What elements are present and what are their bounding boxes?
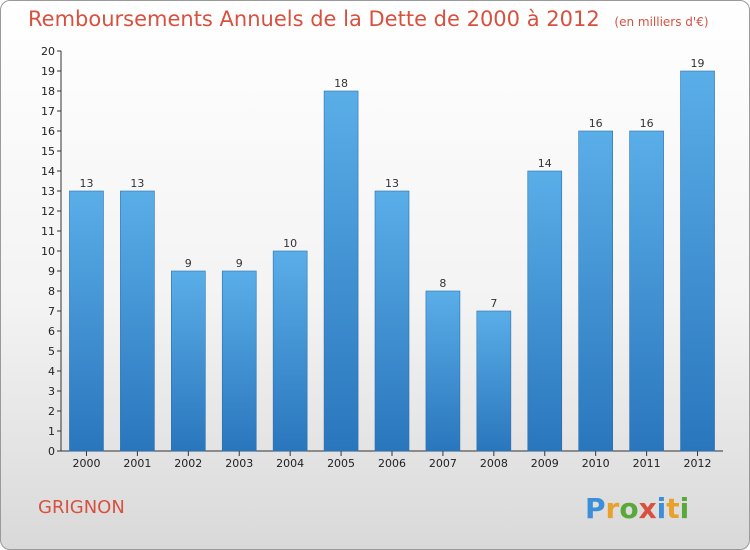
bar-2006 <box>374 190 410 452</box>
x-tick-label: 2004 <box>276 457 304 470</box>
chart-data-labels: 13 13 9 9 10 18 13 8 7 14 16 16 19 <box>79 57 704 310</box>
commune-name: GRIGNON <box>38 497 125 518</box>
y-tick-label: 12 <box>41 205 55 218</box>
x-tick-label: 2001 <box>123 457 151 470</box>
x-tick-label: 2002 <box>174 457 202 470</box>
y-tick-label: 15 <box>41 145 55 158</box>
bar-2009 <box>527 170 563 452</box>
chart-unit: (en milliers d'€) <box>614 15 709 29</box>
svg-text:Proxiti: Proxiti <box>585 492 689 525</box>
y-tick-label: 18 <box>41 85 55 98</box>
data-label: 7 <box>490 297 497 310</box>
data-label: 9 <box>185 257 192 270</box>
bar-2000 <box>69 190 104 452</box>
bar-2005 <box>323 90 359 452</box>
x-tick-label: 2005 <box>327 457 355 470</box>
data-label: 10 <box>283 237 297 250</box>
y-tick-label: 4 <box>48 365 55 378</box>
y-tick-label: 7 <box>48 305 55 318</box>
data-label: 8 <box>439 277 446 290</box>
bar-2003 <box>221 270 257 452</box>
y-tick-label: 13 <box>41 185 55 198</box>
y-tick-label: 19 <box>41 65 55 78</box>
data-label: 16 <box>589 117 603 130</box>
bar-2010 <box>578 130 613 452</box>
y-tick-label: 0 <box>48 445 55 458</box>
data-label: 19 <box>691 57 705 70</box>
proxiti-logo: Proxiti <box>583 488 691 528</box>
data-label: 18 <box>334 77 348 90</box>
data-label: 13 <box>130 177 144 190</box>
x-tick-label: 2008 <box>480 457 508 470</box>
y-tick-label: 8 <box>48 285 55 298</box>
chart-title-text: Remboursements Annuels de la Dette de 20… <box>28 7 600 31</box>
y-tick-label: 11 <box>41 225 55 238</box>
bar-2012 <box>680 70 715 452</box>
y-tick-label: 6 <box>48 325 55 338</box>
bar-2002 <box>171 270 206 452</box>
bar-2004 <box>272 250 308 452</box>
x-tick-label: 2010 <box>582 457 610 470</box>
data-label: 9 <box>236 257 243 270</box>
bar-2011 <box>629 130 664 452</box>
x-tick-label: 2000 <box>72 457 100 470</box>
bar-2008 <box>476 310 512 452</box>
data-label: 13 <box>385 177 399 190</box>
y-tick-label: 9 <box>48 265 55 278</box>
x-tick-label: 2012 <box>684 457 712 470</box>
bar-2007 <box>425 290 461 452</box>
y-tick-label: 1 <box>48 425 55 438</box>
x-tick-label: 2009 <box>531 457 559 470</box>
y-tick-label: 16 <box>41 125 55 138</box>
y-tick-label: 10 <box>41 245 55 258</box>
chart-bars <box>69 70 715 452</box>
y-tick-label: 3 <box>48 385 55 398</box>
y-tick-label: 5 <box>48 345 55 358</box>
x-tick-label: 2003 <box>225 457 253 470</box>
x-tick-label: 2006 <box>378 457 406 470</box>
y-tick-label: 17 <box>41 105 55 118</box>
chart-title: Remboursements Annuels de la Dette de 20… <box>28 7 709 31</box>
y-tick-label: 14 <box>41 165 55 178</box>
data-label: 16 <box>640 117 654 130</box>
y-tick-label: 20 <box>41 45 55 58</box>
data-label: 13 <box>79 177 93 190</box>
y-tick-label: 2 <box>48 405 55 418</box>
data-label: 14 <box>538 157 552 170</box>
bar-2001 <box>120 190 155 452</box>
x-tick-label: 2011 <box>633 457 661 470</box>
x-tick-label: 2007 <box>429 457 457 470</box>
